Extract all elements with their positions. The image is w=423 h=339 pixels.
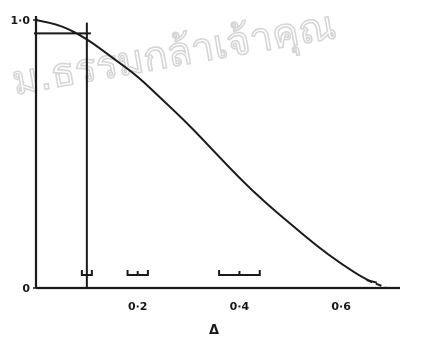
x-tick-label: 0·4 [230,300,250,313]
interval-bracket [126,270,149,276]
curve-dashed-extension [366,279,388,289]
x-axis-label: Δ [209,323,219,338]
axes [34,16,400,290]
interval-bracket [218,270,261,276]
y-tick-label: 1·0 [11,14,31,27]
marker-bracket [80,270,93,276]
watermark: ม.ธรรมกล้าเจ้าคุณ [9,2,340,105]
marks [34,19,388,289]
tick-labels: 0·2 0·4 0·6 1·0 0 [11,14,352,313]
x-tick-label: 0·2 [128,300,148,313]
y-tick-label: 0 [22,282,30,295]
x-tick-label: 0·6 [331,300,351,313]
curve-line [35,19,377,284]
